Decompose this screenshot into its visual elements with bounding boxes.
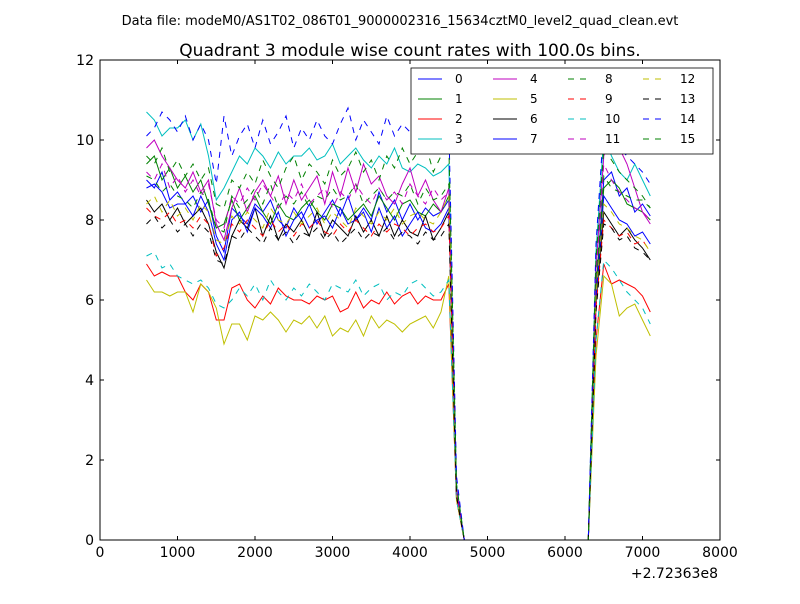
legend-label-2: 2 xyxy=(455,112,463,126)
series-line-5 xyxy=(146,274,651,541)
x-tick-label: 3000 xyxy=(315,545,351,561)
series-line-14 xyxy=(146,102,651,541)
series-line-9 xyxy=(146,207,651,541)
series-line-7 xyxy=(146,183,651,541)
legend-label-14: 14 xyxy=(680,112,695,126)
x-tick-label: 6000 xyxy=(547,545,583,561)
y-tick-label: 12 xyxy=(76,53,94,69)
series-line-2 xyxy=(146,263,651,541)
series-line-6 xyxy=(146,199,651,541)
legend-label-10: 10 xyxy=(605,112,620,126)
y-tick-label: 0 xyxy=(85,533,94,549)
x-tick-label: 7000 xyxy=(625,545,661,561)
x-tick-label: 2000 xyxy=(237,545,273,561)
legend-label-9: 9 xyxy=(605,92,613,106)
series-line-3 xyxy=(146,111,651,541)
legend-label-11: 11 xyxy=(605,132,620,146)
x-tick-label: 8000 xyxy=(702,545,738,561)
series-line-1 xyxy=(146,155,651,541)
legend-label-1: 1 xyxy=(455,92,463,106)
legend-label-6: 6 xyxy=(530,112,538,126)
series-layer xyxy=(146,102,651,541)
legend-label-0: 0 xyxy=(455,72,463,86)
y-tick-label: 6 xyxy=(85,293,94,309)
x-tick-label: 4000 xyxy=(392,545,428,561)
figure-suptitle: Data file: modeM0/AS1T02_086T01_90000023… xyxy=(122,14,679,29)
x-tick-label: 0 xyxy=(96,545,105,561)
series-line-8 xyxy=(146,174,651,541)
y-tick-label: 4 xyxy=(85,373,94,389)
legend-label-7: 7 xyxy=(530,132,538,146)
legend-label-13: 13 xyxy=(680,92,695,106)
x-axis: 0 1000 2000 3000 4000 5000 6000 7000 8000 xyxy=(96,60,738,561)
series-line-15 xyxy=(146,142,651,541)
y-tick-label: 2 xyxy=(85,453,94,469)
chart-title: Quadrant 3 module wise count rates with … xyxy=(179,41,640,61)
legend-frame xyxy=(410,67,714,155)
y-tick-label: 10 xyxy=(76,133,94,149)
x-tick-label: 1000 xyxy=(160,545,196,561)
legend-label-4: 4 xyxy=(530,72,538,86)
x-axis-offset-label: +2.72363e8 xyxy=(631,566,718,582)
legend-label-8: 8 xyxy=(605,72,613,86)
legend-label-12: 12 xyxy=(680,72,695,86)
x-tick-label: 5000 xyxy=(470,545,506,561)
y-tick-label: 8 xyxy=(85,213,94,229)
series-line-10 xyxy=(146,251,651,541)
legend-label-5: 5 xyxy=(530,92,538,106)
series-line-11 xyxy=(146,162,651,541)
legend-label-3: 3 xyxy=(455,132,463,146)
legend-label-15: 15 xyxy=(680,132,695,146)
